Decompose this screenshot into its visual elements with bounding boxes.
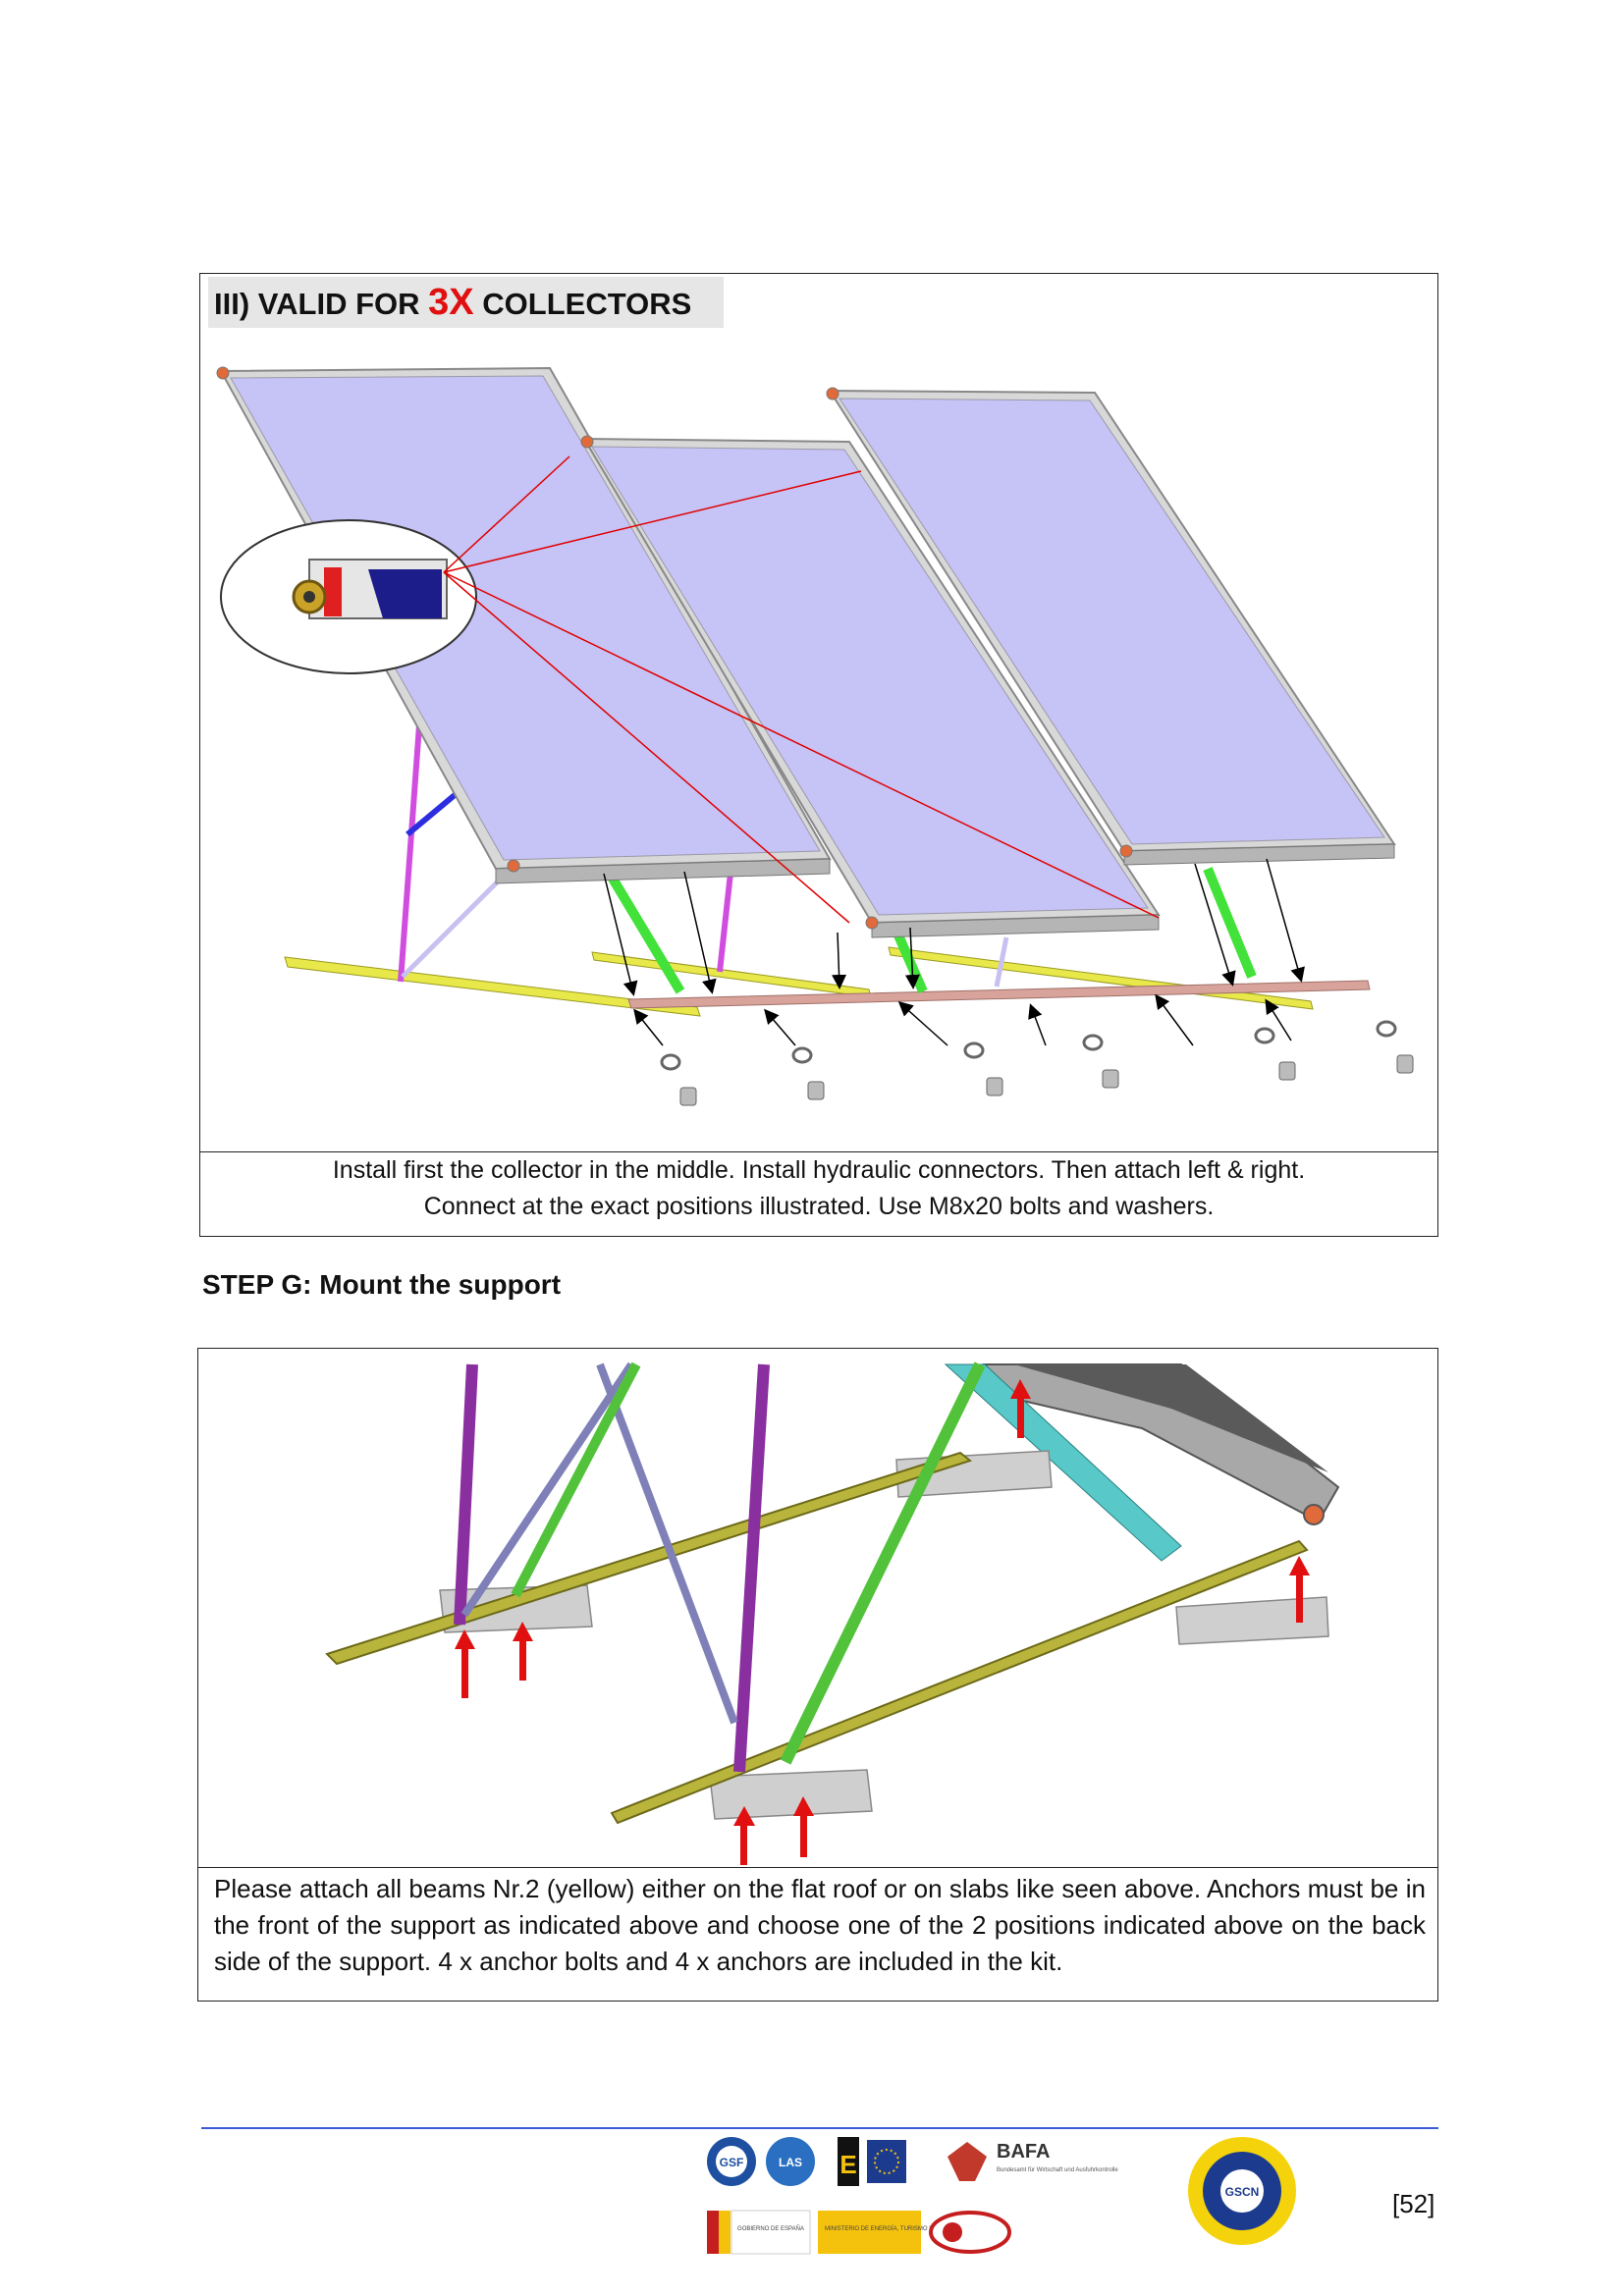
lavender-brace-1 [460, 1362, 635, 1618]
bafa-logo: BAFA Bundesamt für Wirtschaft und Ausfuh… [947, 2141, 1118, 2181]
collectors-caption-line-2: Connect at the exact positions illustrat… [423, 1193, 1215, 1220]
gsf-logo: GSF [707, 2137, 756, 2186]
support-legs [454, 1362, 986, 1773]
lavender-brace-2 [596, 1362, 738, 1725]
gobierno-espana-logo: GOBIERNO DE ESPAÑA [707, 2210, 811, 2255]
collector-left [216, 366, 832, 884]
concrete-slabs [439, 1450, 1329, 1820]
section-title-suffix: COLLECTORS [482, 287, 692, 321]
magenta-leg-middle [717, 863, 734, 973]
connection-pointer-lines [443, 455, 1160, 924]
las-logo: LAS [766, 2137, 815, 2186]
svg-text:LAS: LAS [779, 2156, 802, 2169]
anchor-arrow-4 [793, 1796, 814, 1857]
step-heading: STEP G: Mount the support [202, 1269, 562, 1300]
green-brace-back [511, 1362, 641, 1598]
e-mark-logo: E [838, 2137, 859, 2186]
bafa-name: BAFA [997, 2141, 1050, 2163]
collectors-figure-box [199, 273, 1438, 1237]
bafa-subtitle: Bundesamt für Wirtschaft und Ausfuhrkont… [997, 2167, 1118, 2173]
bes-logo [929, 2211, 1011, 2254]
pink-connector-rail [627, 980, 1371, 1009]
svg-text:GSF: GSF [720, 2156, 744, 2169]
anchor-arrow-5 [1010, 1379, 1031, 1438]
collector-right [826, 387, 1396, 866]
section-title-prefix: III) VALID FOR [214, 287, 420, 321]
ground-beams [284, 946, 1371, 1017]
yellow-beam-left [284, 956, 701, 1017]
anchor-position-arrows [455, 1379, 1310, 1865]
certification-logos: GSF LAS E BAFA Bundesamt für Wirtschaft … [707, 2137, 1296, 2255]
gscn-label: GSCN [1225, 2185, 1260, 2199]
green-leg-middle [599, 861, 685, 994]
connector-detail-inset [220, 519, 477, 674]
support-mounting-illustration [325, 1362, 1340, 1865]
lavender-brace-right [994, 936, 1009, 988]
bolt-position-arrows [603, 858, 1305, 1046]
slab-back-right [1175, 1596, 1329, 1645]
gscn-logo: GSCN [1188, 2137, 1296, 2245]
purple-leg-front [733, 1363, 770, 1773]
collector-middle [580, 435, 1161, 938]
yellow-support-beams [325, 1451, 1309, 1825]
section-title: III) VALID FOR 3X COLLECTORS [214, 281, 691, 326]
section-title-emphasis: 3X [428, 282, 474, 323]
ministerio-logo: MINISTERIO DE ENERGÍA, TURISMO Y AGENDA … [818, 2211, 984, 2254]
support-description: Please attach all beams Nr.2 (yellow) ei… [214, 1874, 1426, 1976]
yellow-beam-middle [591, 951, 872, 998]
support-figure-box [197, 1348, 1438, 2002]
purple-leg-back [454, 1363, 478, 1626]
support-caption-row [197, 1867, 1438, 2002]
green-brace-front [780, 1362, 986, 1765]
footer-rule [201, 2127, 1438, 2129]
anchor-arrow-6 [1289, 1556, 1310, 1623]
eu-logo [867, 2140, 906, 2183]
bolts-and-washers [660, 1020, 1414, 1106]
collectors-caption-line-1: Install first the collector in the middl… [332, 1156, 1306, 1184]
three-collectors-illustration [216, 366, 1414, 1106]
collectors-caption-row [199, 1151, 1438, 1237]
anchor-arrow-3 [733, 1806, 755, 1865]
page-number: [52] [1392, 2189, 1435, 2218]
anchor-arrow-1 [455, 1629, 475, 1698]
section-title-background [208, 277, 724, 328]
gobierno-label: GOBIERNO DE ESPAÑA [737, 2225, 804, 2232]
collector-frame-corner [944, 1363, 1340, 1562]
slab-front-right [709, 1769, 873, 1820]
green-leg-right-2 [1203, 867, 1257, 979]
ministerio-label: MINISTERIO DE ENERGÍA, TURISMO Y AGENDA … [825, 2225, 984, 2232]
svg-text:E: E [839, 2150, 856, 2179]
anchor-arrow-2 [513, 1622, 533, 1681]
magenta-leg-left [398, 711, 423, 983]
